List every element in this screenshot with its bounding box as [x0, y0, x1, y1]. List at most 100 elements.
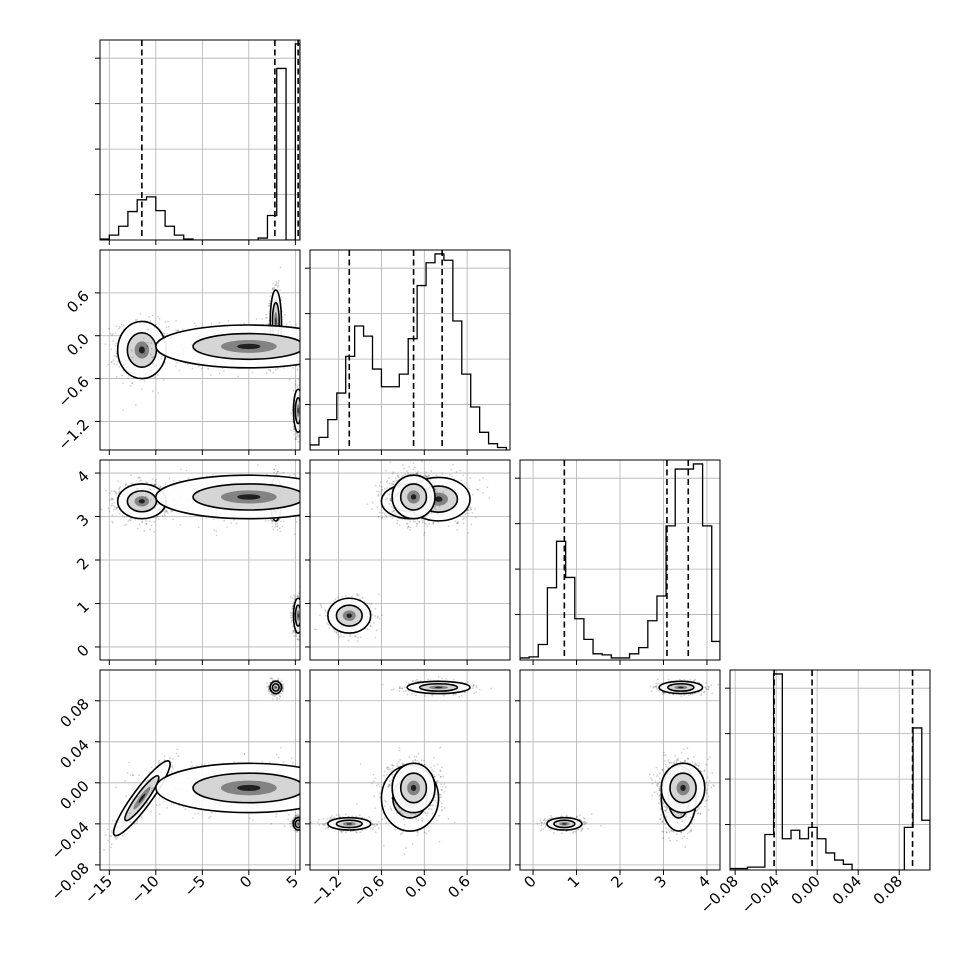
sample-point [302, 605, 304, 607]
sample-point [300, 610, 302, 612]
sample-point [333, 315, 335, 317]
y-tick-label: 0.0 [63, 330, 93, 360]
sample-point [295, 438, 298, 440]
sample-point [311, 334, 313, 336]
sample-point [328, 336, 330, 338]
sample-point [114, 508, 117, 510]
sample-point [290, 429, 293, 432]
sample-point [301, 425, 303, 427]
sample-point [347, 345, 349, 347]
sample-point [255, 318, 258, 320]
sample-point [172, 518, 175, 521]
sample-point [296, 432, 299, 435]
sample-point [304, 360, 306, 362]
sample-point [311, 322, 313, 324]
mode-cloud-2 [289, 586, 304, 641]
sample-point [301, 624, 303, 626]
sample-point [114, 490, 117, 493]
sample-point [177, 329, 179, 332]
sample-point [115, 496, 118, 499]
sample-point [295, 436, 298, 439]
sample-point [322, 333, 324, 335]
sample-point [294, 383, 297, 385]
sample-point [292, 630, 295, 632]
sample-point [301, 402, 303, 404]
sample-point [307, 346, 309, 348]
sample-point [319, 345, 321, 347]
sample-point [277, 470, 279, 473]
sample-point [265, 372, 268, 375]
sample-point [302, 620, 304, 622]
sample-point [301, 424, 303, 426]
sample-point [104, 343, 107, 346]
sample-point [301, 399, 303, 401]
sample-point [301, 413, 303, 415]
sample-point [300, 412, 302, 414]
sample-point [163, 333, 166, 335]
sample-point [110, 504, 113, 507]
sample-point [147, 341, 149, 344]
sample-point [114, 506, 117, 509]
sample-point [294, 380, 297, 383]
sample-point [178, 369, 181, 372]
sample-point [117, 360, 120, 363]
sample-point [297, 378, 300, 381]
sample-point [301, 608, 303, 610]
sample-point [302, 399, 304, 401]
sample-point [295, 384, 297, 387]
sample-point [293, 428, 295, 430]
sample-point [276, 367, 279, 370]
sample-point [269, 370, 272, 372]
sample-point [302, 622, 304, 624]
sample-point [269, 368, 272, 371]
sample-point [302, 638, 304, 640]
sample-point [327, 349, 329, 351]
sample-point [146, 481, 149, 484]
sample-point [302, 406, 304, 408]
sample-point [297, 440, 300, 443]
panel-frame [309, 249, 511, 451]
sample-point [130, 482, 133, 485]
sample-point [110, 360, 113, 363]
sample-point [292, 629, 295, 632]
sample-point [141, 520, 144, 523]
sample-point [154, 376, 156, 379]
sample-point [110, 361, 113, 364]
sample-point [273, 468, 276, 471]
sample-point [289, 614, 292, 617]
sample-point [108, 327, 110, 330]
sample-point [131, 382, 133, 385]
sample-point [301, 396, 303, 398]
plot-area [100, 266, 349, 443]
sample-point [273, 286, 276, 289]
sample-point [301, 396, 303, 398]
sample-point [302, 602, 304, 604]
sample-point [297, 434, 300, 437]
sample-point [303, 406, 305, 408]
sample-point [110, 499, 113, 502]
sample-point [237, 375, 240, 378]
sample-point [129, 519, 132, 522]
sample-point [138, 479, 141, 482]
sample-point [164, 510, 167, 513]
sample-point [272, 528, 275, 531]
sample-point [277, 284, 280, 287]
sample-point [143, 352, 146, 355]
sample-point [311, 339, 313, 341]
sample-point [325, 340, 327, 342]
sample-point [300, 410, 302, 412]
sample-point [308, 340, 310, 342]
sample-point [146, 345, 149, 348]
sample-point [297, 638, 300, 641]
sample-point [301, 405, 303, 407]
sample-point [105, 489, 107, 492]
sample-point [123, 516, 126, 519]
sample-point [296, 386, 299, 388]
sample-point [114, 344, 117, 347]
sample-point [218, 372, 221, 375]
sample-point [303, 352, 305, 354]
sample-point [153, 521, 156, 523]
sample-point [321, 362, 323, 364]
sample-point [278, 289, 281, 292]
sample-point [302, 416, 304, 418]
